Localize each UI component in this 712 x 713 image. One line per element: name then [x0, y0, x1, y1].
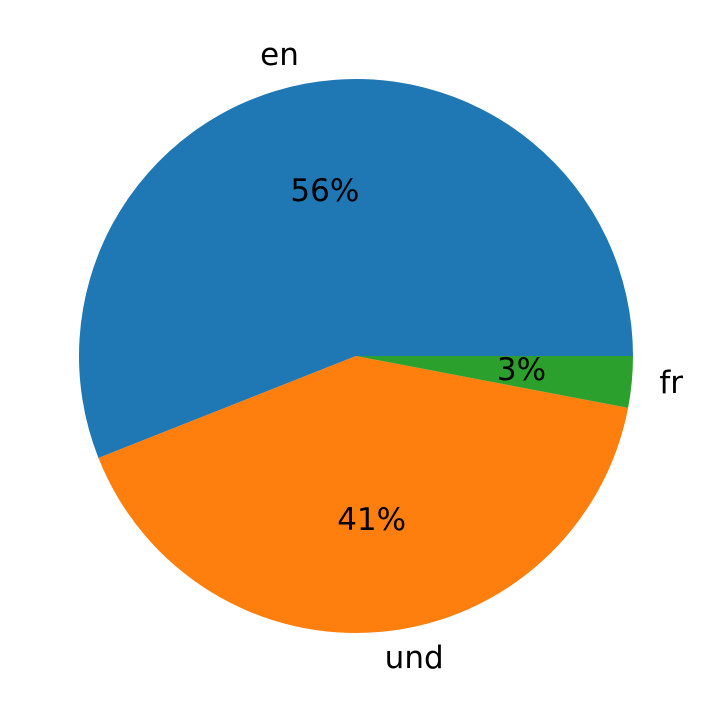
percent-label: 56%: [290, 173, 359, 209]
slice-label: en: [260, 37, 299, 73]
pie-slice: [98, 356, 629, 634]
pie-slice: [356, 356, 633, 408]
percent-label: 3%: [497, 352, 546, 388]
slice-label: und: [385, 640, 444, 676]
pie-slice: [78, 78, 634, 458]
slice-label: fr: [659, 365, 683, 401]
percent-label: 41%: [337, 502, 406, 538]
